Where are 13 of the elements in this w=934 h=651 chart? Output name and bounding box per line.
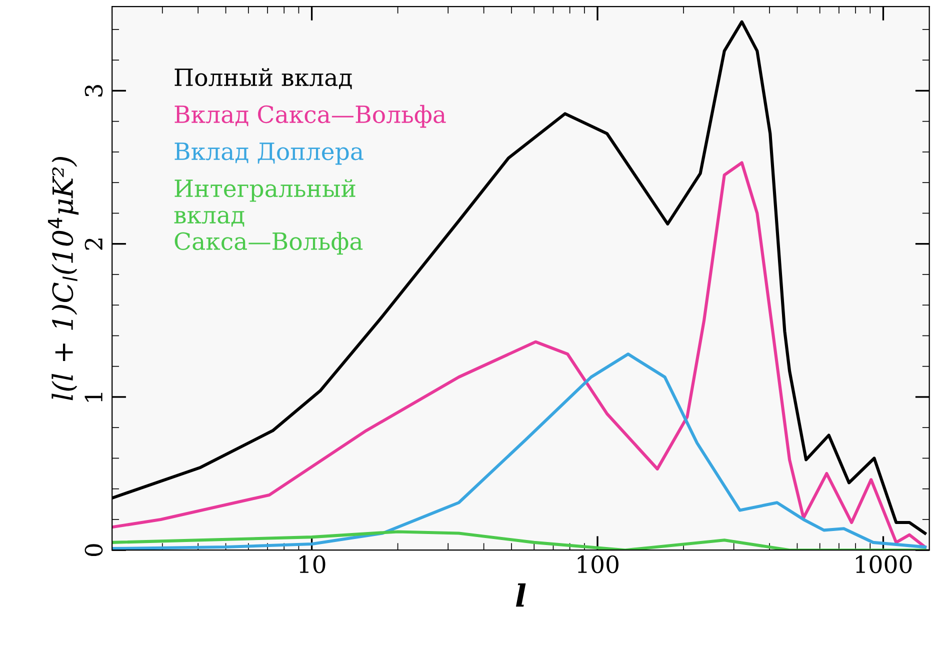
text: Полный вклад (174, 68, 352, 90)
text: Вклад Сакса—Вольфа (174, 104, 446, 128)
x-axis-title: l (516, 583, 526, 607)
text: Вклад Доплера (174, 142, 364, 165)
y-tick-label: 3 (84, 84, 103, 96)
x-tick-label: 1000 (856, 555, 912, 574)
y-tick-label: 1 (84, 392, 102, 402)
text: Интегральный вклад Сакса—Вольфа (174, 179, 363, 255)
x-tick-label: 10 (300, 555, 326, 574)
x-tick-label: 100 (578, 555, 618, 574)
y-tick-label: 2 (84, 238, 102, 250)
y-axis-title: l(l + 1)C$_{l}$(10$^{4}$μK²) (48, 157, 79, 400)
y-tick-label: 0 (84, 544, 103, 556)
